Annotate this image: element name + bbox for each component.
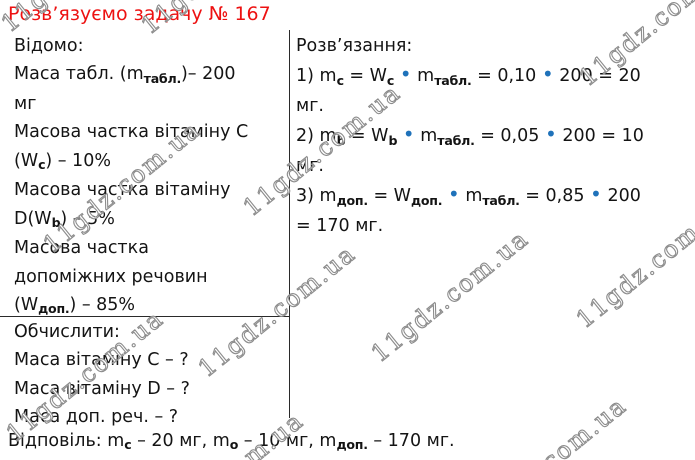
text-run: ) – 5% xyxy=(60,208,115,229)
subscript: c xyxy=(336,72,344,88)
text-run: – 170 мг. xyxy=(367,431,455,451)
multiply-dot-icon: • xyxy=(402,122,415,147)
solution-step: = 170 мг. xyxy=(296,212,694,240)
given-section: Відомо: Маса табл. (mтабл.)– 200 мг Масо… xyxy=(14,32,288,321)
given-line: Масова частка вітаміну C xyxy=(14,118,288,146)
text-run: Обчислити: xyxy=(14,322,120,342)
watermark-text: 11gdz.com.ua xyxy=(463,391,632,460)
text-run: = 0,85 xyxy=(519,186,591,207)
text-run: 200 xyxy=(601,186,641,207)
given-line: мг xyxy=(14,90,288,118)
watermark-text: 11gdz.com.ua xyxy=(365,224,535,369)
text-run: = 0,05 xyxy=(474,126,545,147)
text-run: Відповіль: m xyxy=(8,431,125,451)
text-run: ) – 85% xyxy=(69,295,136,316)
text-run: ) – 10% xyxy=(45,150,111,171)
compute-line: Маса вітаміну D – ? xyxy=(14,375,288,403)
text-run: = W xyxy=(345,126,389,147)
multiply-dot-icon: • xyxy=(590,182,602,207)
subscript: доп. xyxy=(336,192,369,208)
text-run: 2) m xyxy=(296,126,337,147)
column-divider-line xyxy=(289,30,291,418)
given-line: Масова частка xyxy=(14,234,288,262)
multiply-dot-icon: • xyxy=(447,182,460,207)
subscript: доп. xyxy=(336,437,368,453)
subscript: b xyxy=(336,132,346,148)
text-run: 200 = 20 xyxy=(553,66,641,87)
subscript: b xyxy=(388,132,398,148)
text-run: Маса табл. (m xyxy=(14,64,144,85)
subscript: о xyxy=(229,437,239,453)
text-run: Відомо: xyxy=(14,36,84,56)
given-line: (Wc) – 10% xyxy=(14,147,288,176)
text-run: 1) m xyxy=(296,66,337,87)
solution-section: Розв’язання: 1) mc = Wc • mтабл. = 0,10 … xyxy=(296,32,694,240)
text-run: Маса доп. реч. – ? xyxy=(14,407,179,428)
solution-step: 1) mc = Wc • mтабл. = 0,10 • 200 = 20 xyxy=(296,60,694,91)
text-run: m xyxy=(411,66,435,87)
text-run: (W xyxy=(14,150,39,171)
subscript: табл. xyxy=(434,72,472,88)
compute-section: Обчислити: Маса вітаміну C – ? Маса віта… xyxy=(14,318,288,432)
text-run: m xyxy=(459,186,483,207)
given-compute-divider-line xyxy=(0,316,290,318)
subscript: b xyxy=(51,215,61,231)
text-run: = W xyxy=(343,66,387,87)
text-run: Маса вітаміну C – ? xyxy=(14,350,189,371)
subscript: табл. xyxy=(437,132,475,148)
text-run: Маса вітаміну D – ? xyxy=(14,378,190,399)
text-run: мг. xyxy=(296,155,324,176)
given-line: (Wдоп.) – 85% xyxy=(14,291,288,320)
text-run: мг xyxy=(14,93,37,114)
text-run: D(W xyxy=(14,208,52,229)
solution-step: 2) mb = Wb • mтабл. = 0,05 • 200 = 10 xyxy=(296,120,694,151)
text-run: допоміжних речовин xyxy=(14,266,208,287)
text-run: = W xyxy=(367,186,411,207)
text-run: Масова частка вітаміну xyxy=(14,180,231,201)
subscript: доп. xyxy=(410,192,443,208)
given-line: Маса табл. (mтабл.)– 200 xyxy=(14,60,288,89)
solution-step: мг. xyxy=(296,152,694,180)
given-line: допоміжних речовин xyxy=(14,263,288,291)
subscript: табл. xyxy=(482,192,520,208)
text-run: – 20 мг, m xyxy=(131,431,230,451)
text-run: = 0,10 xyxy=(471,66,542,87)
text-run: = 170 мг. xyxy=(296,215,384,236)
answer-line: Відповіль: mc – 20 мг, mо – 10 мг, mдоп.… xyxy=(8,427,455,456)
compute-label: Обчислити: xyxy=(14,318,288,346)
text-run: – 10 мг, m xyxy=(238,431,337,451)
text-run: мг. xyxy=(296,95,324,116)
text-run: (W xyxy=(14,295,39,316)
problem-title: Розв’язуємо задачу № 167 xyxy=(8,3,271,25)
multiply-dot-icon: • xyxy=(399,62,412,87)
solution-label: Розв’язання: xyxy=(296,32,694,60)
multiply-dot-icon: • xyxy=(541,62,554,87)
text-run: 200 = 10 xyxy=(556,126,644,147)
subscript: c xyxy=(386,72,395,88)
compute-line: Маса вітаміну C – ? xyxy=(14,346,288,374)
text-run: 3) m xyxy=(296,186,337,207)
text-run: Розв’язання: xyxy=(296,36,413,56)
text-run: m xyxy=(414,126,438,147)
text-run: Масова частка вітаміну C xyxy=(14,122,249,143)
subscript: доп. xyxy=(38,301,70,317)
solution-step: мг. xyxy=(296,92,694,120)
given-label: Відомо: xyxy=(14,32,288,60)
text-run: Масова частка xyxy=(14,238,149,259)
given-line: D(Wb) – 5% xyxy=(14,205,288,234)
compute-line: Маса доп. реч. – ? xyxy=(14,403,288,431)
subscript: c xyxy=(38,157,46,173)
text-run: )– 200 xyxy=(180,64,236,85)
multiply-dot-icon: • xyxy=(544,122,557,147)
given-line: Масова частка вітаміну xyxy=(14,176,288,204)
solution-step: 3) mдоп. = Wдоп. • mтабл. = 0,85 • 200 xyxy=(296,180,694,211)
subscript: табл. xyxy=(143,70,182,86)
subscript: c xyxy=(124,437,132,453)
